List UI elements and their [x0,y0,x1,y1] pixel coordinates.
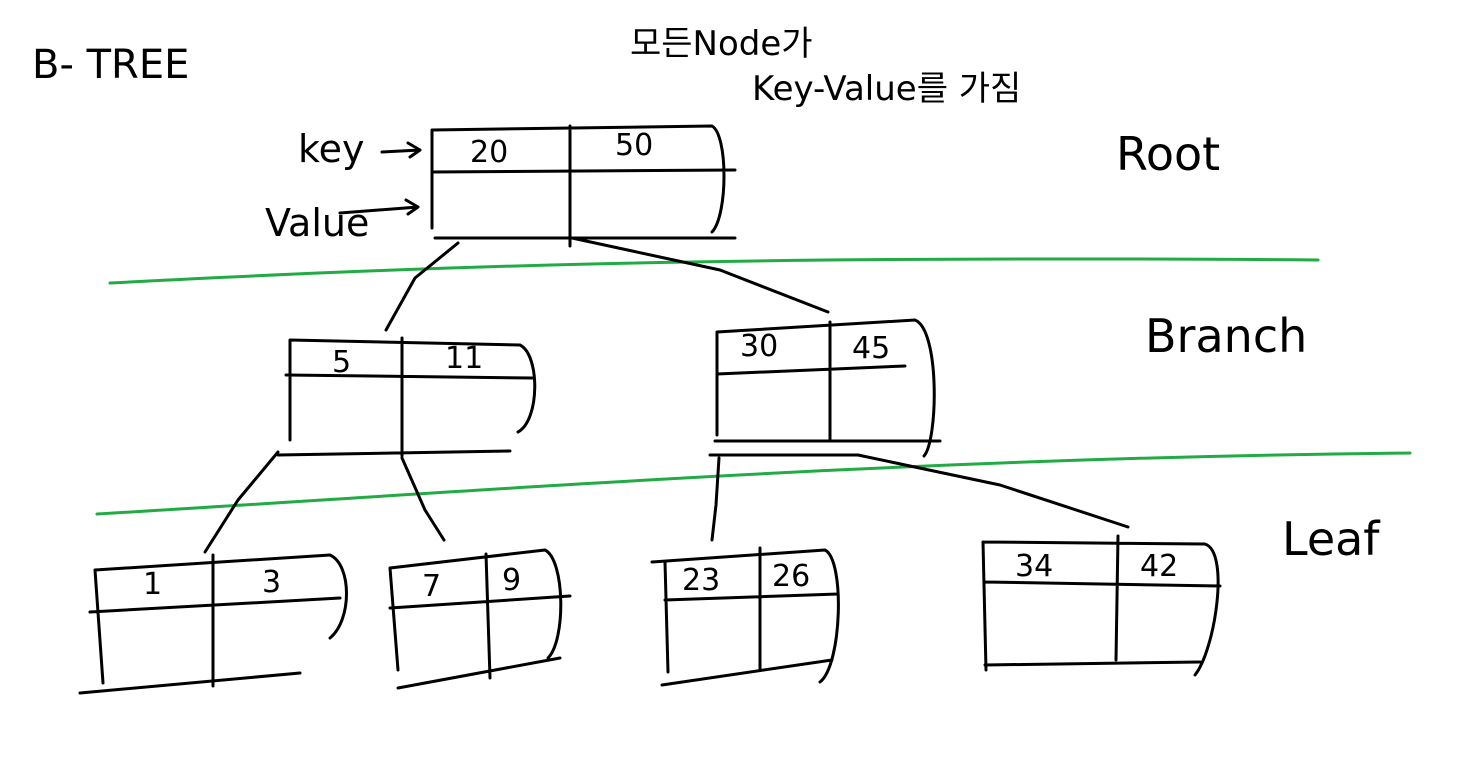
edge-branch-right-to-leaf-4 [856,453,1130,529]
edge-branch-left-to-leaf-2 [400,456,446,542]
node-branch-left-key-2: 11 [445,341,483,376]
node-leaf-4-key-2: 42 [1140,549,1178,584]
node-root-key-2: 50 [615,128,653,163]
node-leaf-4-key-1: 34 [1015,549,1053,584]
node-leaf-3-key-2: 26 [772,559,810,594]
edge-branch-right-to-leaf-3 [710,456,721,542]
level-label-branch: Branch [1145,309,1307,363]
edge-root-to-branch-right [570,236,830,314]
node-branch-right: 30 45 [708,318,942,458]
level-label-root: Root [1116,127,1220,181]
note-line-2: Key-Value를 가짐 [752,69,1021,109]
node-leaf-1: 1 3 [78,553,348,695]
node-leaf-2-key-1: 7 [422,569,441,604]
value-arrow-icon [338,198,420,216]
node-leaf-1-key-2: 3 [262,565,281,600]
note-line-1: 모든Node가 [630,24,813,64]
value-label: Value [265,201,369,245]
node-branch-right-key-2: 45 [852,331,890,366]
edge-root-to-branch-left [384,241,460,332]
node-leaf-3-key-1: 23 [682,563,720,598]
node-root: 20 50 [430,124,737,248]
separator-branch-leaf [95,451,1412,516]
node-leaf-3: 23 26 [650,546,840,687]
diagram-title: B- TREE [32,42,189,88]
node-leaf-4: 34 42 [981,534,1222,677]
key-label: key [298,127,365,171]
node-root-key-1: 20 [470,135,508,170]
key-arrow-icon [380,141,422,159]
node-leaf-1-key-1: 1 [143,567,162,602]
node-branch-right-key-1: 30 [740,329,778,364]
separator-root-branch [108,257,1320,285]
node-leaf-2-key-2: 9 [502,563,521,598]
node-leaf-2: 7 9 [388,548,572,690]
node-branch-left-key-1: 5 [332,345,351,380]
node-branch-left: 5 11 [276,336,537,458]
level-label-leaf: Leaf [1282,512,1381,566]
edge-branch-left-to-leaf-1 [203,450,280,554]
